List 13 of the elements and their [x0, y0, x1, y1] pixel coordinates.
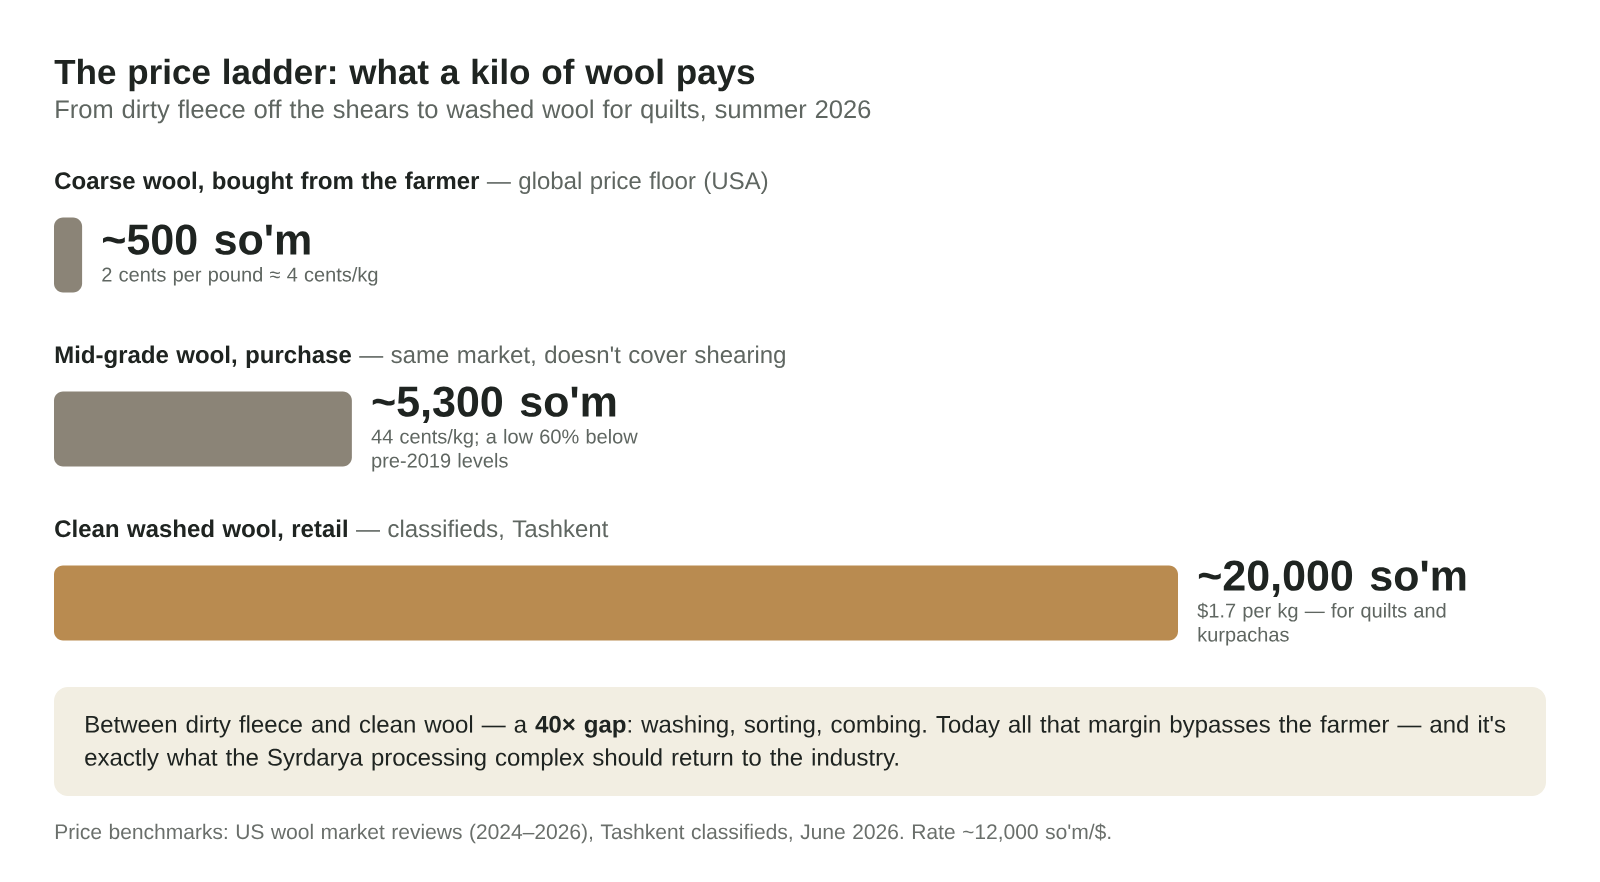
text: Price benchmarks: US wool market reviews (2024–2026), Tashkent classifieds, June 2026. Rate ~12,000 so'm/$. [55, 823, 1111, 844]
text: Between dirty fleece and clean wool — a 40× gap: washing, sorting, combing. Today all that margin bypasses the farmer — and it's exactly what the Syrdarya processing complex should return to the industry. [85, 715, 1506, 771]
data-label: ~5,300 so'm [372, 386, 616, 424]
annotation: $1.7 per kg — for quilts and kurpachas [1197, 602, 1446, 646]
data-label: ~20,000 so'm [1198, 560, 1466, 598]
y-tick-label: Coarse wool, bought from the farmer — global price floor (USA) [55, 171, 768, 195]
y-tick-label: Mid-grade wool, purchase — same market, doesn't cover shearing [55, 345, 785, 369]
data-label: ~500 so'm [103, 224, 310, 255]
y-tick-label: Clean washed wool, retail — classifieds, Tashkent [55, 519, 609, 541]
annotation: 44 cents/kg; a low 60% below pre-2019 levels [371, 428, 638, 472]
chart-title: The price ladder: what a kilo of wool pays [54, 58, 755, 92]
annotation: 2 cents per pound ≈ 4 cents/kg [102, 266, 378, 286]
chart-subtitle: From dirty fleece off the shears to washed wool for quilts, summer 2026 [56, 99, 871, 124]
